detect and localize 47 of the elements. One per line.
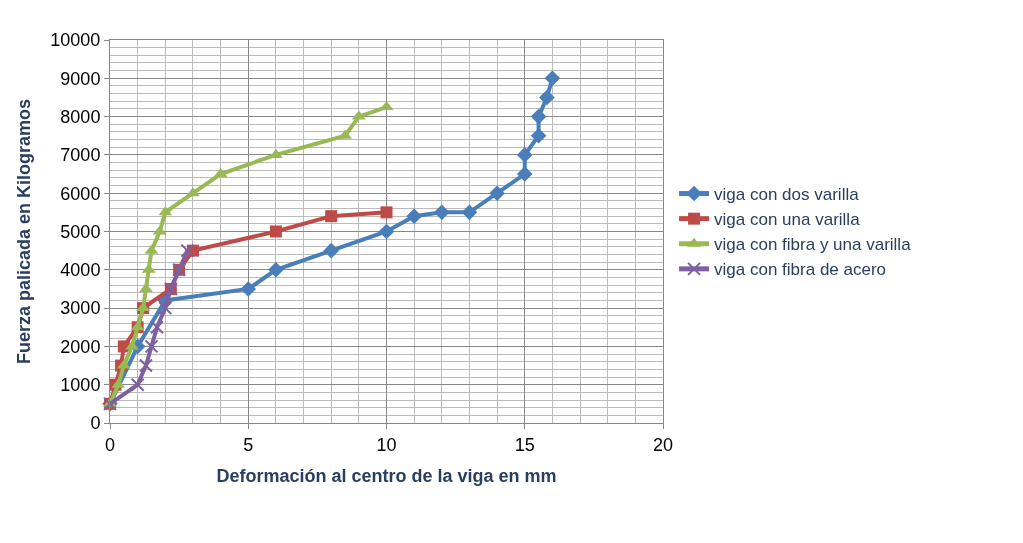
y-axis-title: Fuerza palicada en Kilogramos <box>13 98 34 365</box>
point <box>516 147 533 163</box>
point <box>544 70 561 87</box>
x-axis-title: Deformación al centro de la viga en mm <box>216 465 557 486</box>
point <box>461 204 478 221</box>
y-tick-label: 1000 <box>60 375 101 395</box>
point <box>180 243 195 258</box>
point <box>269 225 282 238</box>
point <box>268 262 284 278</box>
x-tick-label: 5 <box>243 434 254 455</box>
x-tick-label: 0 <box>104 434 116 455</box>
point <box>144 339 159 354</box>
y-tick-label: 7000 <box>60 145 101 166</box>
y-tick-label: 6000 <box>60 183 101 204</box>
point <box>516 166 533 182</box>
point <box>323 242 339 259</box>
legend-label: viga con una varilla <box>714 210 861 230</box>
point <box>325 210 338 223</box>
legend-label: viga con dos varilla <box>714 185 860 205</box>
point <box>530 108 547 125</box>
legend-label: viga con fibra de acero <box>714 260 887 280</box>
x-tick-label: 20 <box>652 434 674 455</box>
x-tick-label: 15 <box>514 434 535 455</box>
point <box>150 320 165 335</box>
point <box>158 301 173 316</box>
legend-label: viga con fibra y una varilla <box>714 235 912 255</box>
point <box>186 187 200 197</box>
y-tick-label: 2000 <box>60 336 101 357</box>
point <box>378 223 395 240</box>
y-tick-label: 4000 <box>60 260 101 281</box>
point <box>240 281 257 297</box>
x-tick-label: 10 <box>376 434 397 455</box>
y-tick-label: 10000 <box>50 30 101 51</box>
point <box>539 89 555 106</box>
point <box>489 185 505 201</box>
y-tick-label: 0 <box>90 413 101 434</box>
point <box>138 358 153 373</box>
point <box>406 208 422 224</box>
y-tick-label: 9000 <box>60 68 101 89</box>
point <box>139 282 153 292</box>
point <box>380 206 393 219</box>
point <box>130 377 145 392</box>
y-tick-label: 5000 <box>60 221 101 242</box>
y-tick-label: 8000 <box>60 106 101 127</box>
y-tick-label: 3000 <box>60 298 101 319</box>
point <box>434 204 450 221</box>
point <box>530 127 547 144</box>
